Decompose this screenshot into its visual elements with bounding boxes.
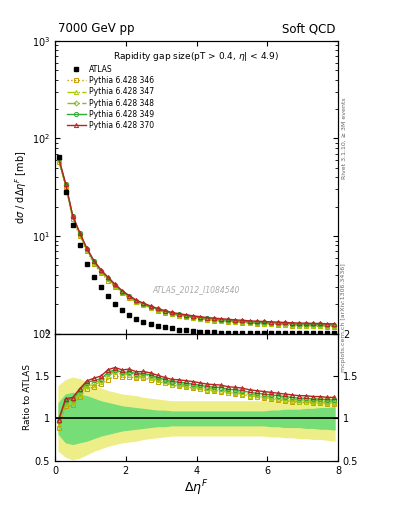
Text: Soft QCD: Soft QCD — [282, 22, 335, 35]
Text: Rivet 3.1.10, ≥ 3M events: Rivet 3.1.10, ≥ 3M events — [342, 97, 346, 179]
Text: 7000 GeV pp: 7000 GeV pp — [58, 22, 134, 35]
Text: Rapidity gap size(pT > 0.4, $\eta$| < 4.9): Rapidity gap size(pT > 0.4, $\eta$| < 4.… — [114, 50, 279, 63]
Legend: ATLAS, Pythia 6.428 346, Pythia 6.428 347, Pythia 6.428 348, Pythia 6.428 349, P: ATLAS, Pythia 6.428 346, Pythia 6.428 34… — [64, 62, 156, 133]
Y-axis label: d$\sigma$ / d$\Delta\eta^F$ [mb]: d$\sigma$ / d$\Delta\eta^F$ [mb] — [13, 151, 29, 224]
Text: mcplots.cern.ch [arXiv:1306.3436]: mcplots.cern.ch [arXiv:1306.3436] — [342, 263, 346, 372]
Y-axis label: Ratio to ATLAS: Ratio to ATLAS — [23, 364, 32, 430]
X-axis label: $\Delta\eta^F$: $\Delta\eta^F$ — [184, 478, 209, 498]
Text: ATLAS_2012_I1084540: ATLAS_2012_I1084540 — [153, 285, 240, 294]
